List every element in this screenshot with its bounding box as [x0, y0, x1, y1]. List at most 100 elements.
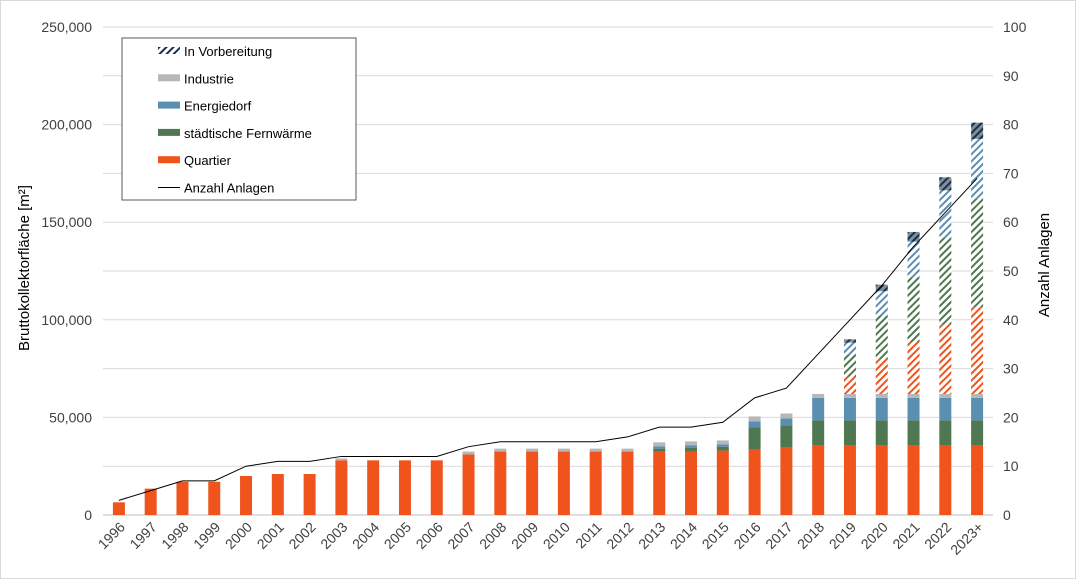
x-tick-label: 1998: [158, 519, 191, 552]
bar-segment: [812, 445, 825, 515]
x-tick-label: 2018: [794, 519, 827, 552]
x-tick-label: 2020: [858, 519, 891, 552]
line-series: [118, 177, 978, 501]
x-tick-label: 2009: [508, 519, 541, 552]
y-tick-label: 50,000: [49, 409, 92, 425]
x-tick-label: 2023+: [947, 519, 986, 558]
bar-segment: [526, 448, 539, 452]
bar-segment: [367, 460, 380, 515]
bar-segment: [939, 420, 952, 446]
bar-segment: [716, 450, 729, 515]
bar-segment: [843, 376, 856, 394]
bar-segment: [971, 445, 984, 515]
bar-segment: [748, 449, 761, 515]
bar-segment: [653, 442, 666, 447]
bar-segment: [907, 231, 920, 242]
bar-segment: [112, 502, 125, 515]
bar-segment: [398, 460, 411, 515]
bar-segment: [685, 441, 698, 446]
y-tick-label: 250,000: [41, 19, 92, 35]
bar-segment: [971, 307, 984, 394]
bar-segment: [653, 448, 666, 452]
bar-segment: [907, 445, 920, 515]
x-tick-label: 2005: [381, 519, 414, 552]
bar-segment: [971, 122, 984, 139]
x-tick-label: 2007: [444, 519, 477, 552]
bar-segment: [875, 291, 888, 316]
bar-segment: [812, 397, 825, 421]
y2-tick-label: 0: [1003, 507, 1011, 523]
bar-segment: [621, 451, 634, 515]
bar-segment: [907, 397, 920, 421]
bar-segment: [812, 393, 825, 398]
x-tick-label: 2019: [826, 519, 859, 552]
legend-label: In Vorbereitung: [184, 44, 272, 59]
legend-swatch: [158, 128, 180, 136]
y2-tick-label: 10: [1003, 458, 1019, 474]
bar-segment: [843, 354, 856, 377]
x-tick-label: 2012: [603, 519, 636, 552]
x-axis-ticks: 1996199719981999200020012002200320042005…: [95, 519, 987, 558]
x-tick-label: 2015: [699, 519, 732, 552]
bar-segment: [748, 421, 761, 428]
bar-segment: [843, 342, 856, 355]
bar-segment: [335, 458, 348, 461]
bar-segment: [875, 358, 888, 394]
legend-label: Anzahl Anlagen: [184, 181, 274, 196]
bar-segment: [812, 420, 825, 446]
bar-segment: [939, 237, 952, 325]
x-tick-label: 2006: [413, 519, 446, 552]
x-tick-label: 1996: [95, 519, 128, 552]
bar-segment: [494, 448, 507, 452]
legend-swatch: [158, 156, 180, 164]
x-tick-label: 2014: [667, 519, 700, 552]
bar-segment: [176, 481, 189, 515]
bar-segment: [971, 397, 984, 421]
bar-segment: [939, 393, 952, 398]
bar-segment: [875, 315, 888, 359]
bar-segment: [907, 420, 920, 446]
bar-segment: [748, 416, 761, 422]
bar-segment: [875, 393, 888, 398]
bar-segment: [907, 277, 920, 343]
bar-segment: [462, 454, 475, 515]
y-tick-label: 0: [84, 507, 92, 523]
y2-axis-ticks: 0 10 20 30 40 50 60 70 80 90 100: [1003, 19, 1027, 523]
bar-segment: [843, 420, 856, 446]
bar-segment: [780, 413, 793, 419]
x-tick-label: 2013: [635, 519, 668, 552]
legend-swatch: [158, 47, 180, 54]
bar-segment: [939, 397, 952, 421]
y-tick-label: 200,000: [41, 117, 92, 133]
bar-segment: [780, 447, 793, 515]
bar-segment: [971, 198, 984, 308]
y2-tick-label: 40: [1003, 312, 1019, 328]
bar-segment: [430, 460, 443, 515]
bar-segment: [240, 475, 253, 515]
bar-segment: [875, 284, 888, 292]
bar-segment: [875, 420, 888, 446]
y2-tick-label: 30: [1003, 361, 1019, 377]
x-tick-label: 1997: [126, 519, 159, 552]
x-tick-label: 2016: [730, 519, 763, 552]
x-tick-label: 2011: [572, 519, 605, 552]
bar-segment: [843, 393, 856, 398]
legend-label: städtische Fernwärme: [184, 126, 312, 141]
bar-segment: [939, 190, 952, 238]
bars: [112, 122, 984, 515]
bar-segment: [843, 339, 856, 343]
bar-segment: [494, 451, 507, 515]
bar-segment: [748, 427, 761, 450]
y2-tick-label: 50: [1003, 263, 1019, 279]
bar-segment: [271, 474, 284, 515]
bar-segment: [716, 444, 729, 447]
bar-segment: [939, 177, 952, 191]
bar-segment: [653, 451, 666, 515]
bar-segment: [875, 445, 888, 515]
bar-segment: [939, 324, 952, 394]
legend-box: [121, 37, 357, 201]
legend-swatch: [158, 101, 180, 109]
legend: In Vorbereitung Industrie Energiedorf städt…: [121, 37, 357, 201]
x-tick-label: 2008: [476, 519, 509, 552]
